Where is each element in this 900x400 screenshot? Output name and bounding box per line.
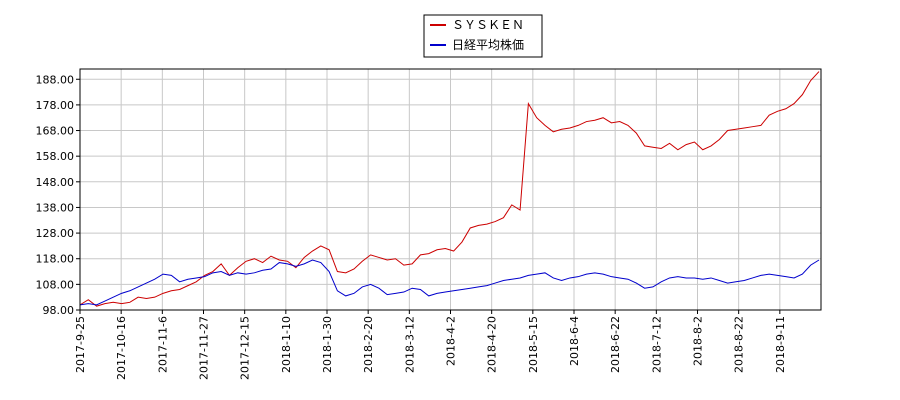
y-tick-label: 188.00: [36, 73, 75, 86]
x-tick-label: 2018-9-11: [774, 316, 787, 373]
y-tick-label: 168.00: [36, 125, 75, 138]
x-tick-label: 2018-2-20: [362, 316, 375, 373]
x-tick-label: 2018-4-20: [486, 316, 499, 373]
x-tick-label: 2017-12-15: [239, 316, 252, 380]
x-tick-label: 2018-5-15: [527, 316, 540, 373]
x-tick-label: 2017-11-6: [156, 316, 169, 373]
x-tick-label: 2018-6-4: [568, 316, 581, 366]
legend-label-series-1: 日経平均株価: [452, 37, 524, 52]
x-tick-label: 2018-4-2: [445, 316, 458, 366]
x-tick-label: 2017-9-25: [74, 316, 87, 373]
series-layer: [79, 71, 820, 307]
x-tick-label: 2018-8-2: [692, 316, 705, 366]
x-tick-label: 2018-8-22: [733, 316, 746, 373]
grid: [79, 69, 821, 311]
y-tick-label: 108.00: [36, 278, 75, 291]
y-tick-label: 178.00: [36, 99, 75, 112]
y-tick-label: 158.00: [36, 150, 75, 163]
y-tick-label: 118.00: [36, 253, 75, 266]
x-tick-label: 2018-6-22: [609, 316, 622, 373]
x-tick-label: 2018-1-10: [280, 316, 293, 373]
x-tick-label: 2018-7-12: [650, 316, 663, 373]
y-tick-label: 128.00: [36, 227, 75, 240]
legend: ＳＹＳＫＥＮ 日経平均株価: [423, 14, 543, 58]
x-tick-label: 2018-3-12: [403, 316, 416, 373]
y-tick-label: 98.00: [43, 304, 75, 317]
x-tick-label: 2017-11-27: [198, 316, 211, 380]
series-line-0: [79, 71, 820, 307]
series-line-1: [79, 259, 820, 306]
x-tick-label: 2017-10-16: [115, 316, 128, 380]
legend-label-series-0: ＳＹＳＫＥＮ: [452, 18, 524, 32]
y-tick-label: 138.00: [36, 201, 75, 214]
y-axis: 98.00 108.00 118.00 128.00 138.00 148.00 158.0…: [36, 73, 80, 317]
x-tick-label: 2018-1-30: [321, 316, 334, 373]
legend-box: [423, 14, 543, 58]
x-axis: 2017-9-25 2017-10-16 2017-11-6 2017-11-27 20…: [74, 310, 787, 380]
y-tick-label: 148.00: [36, 176, 75, 189]
